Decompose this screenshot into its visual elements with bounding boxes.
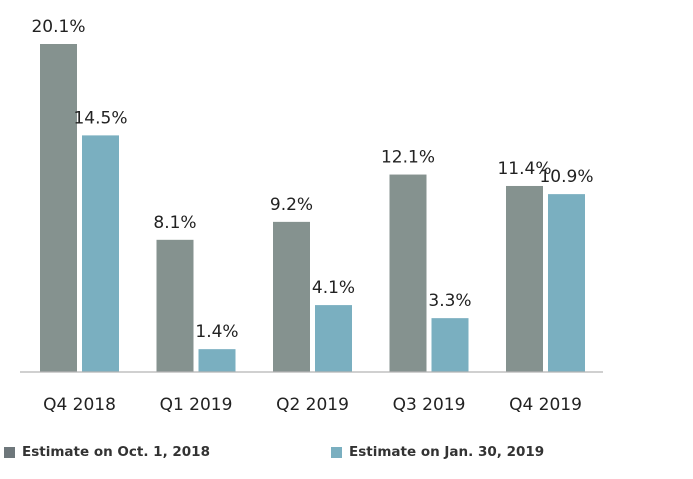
value-labels-group: 20.1% 14.5% 8.1% 1.4% 9.2% 4.1% 12.1% 3.3% 11.4%…: [31, 17, 593, 342]
legend-item-jan: Estimate on Jan. 30, 2019: [331, 441, 544, 463]
value-label-jan-1: 1.4%: [195, 322, 238, 342]
bar-oct-0: [40, 44, 77, 372]
category-label-3: Q3 2019: [393, 395, 466, 415]
bar-jan-1: [198, 349, 236, 372]
category-label-0: Q4 2018: [43, 395, 116, 415]
bar-oct-2: [273, 221, 310, 372]
legend-item-oct: Estimate on Oct. 1, 2018: [4, 441, 210, 463]
bars-group: [40, 44, 585, 372]
bar-jan-4: [548, 194, 585, 372]
bar-jan-3: [431, 318, 469, 372]
category-labels-group: Q4 2018 Q1 2019 Q2 2019 Q3 2019 Q4 2019: [43, 395, 582, 415]
value-label-oct-4: 11.4%: [497, 159, 551, 179]
category-label-4: Q4 2019: [509, 395, 582, 415]
value-label-oct-0: 20.1%: [31, 17, 85, 37]
bar-jan-0: [82, 135, 119, 372]
category-label-1: Q1 2019: [160, 395, 233, 415]
bar-jan-2: [315, 305, 352, 372]
bar-oct-4: [506, 185, 543, 372]
bar-oct-1: [156, 239, 194, 372]
value-label-oct-2: 9.2%: [270, 195, 313, 215]
value-label-jan-4: 10.9%: [539, 167, 593, 187]
bar-oct-3: [389, 174, 427, 372]
legend-swatch-jan: [331, 446, 342, 458]
category-label-2: Q2 2019: [276, 395, 349, 415]
value-label-jan-0: 14.5%: [73, 108, 127, 128]
legend-label-oct: Estimate on Oct. 1, 2018: [22, 444, 210, 460]
legend-label-jan: Estimate on Jan. 30, 2019: [349, 444, 545, 460]
value-label-oct-3: 12.1%: [381, 148, 435, 168]
legend-swatch-oct: [4, 446, 15, 458]
value-label-jan-2: 4.1%: [312, 278, 355, 298]
value-label-oct-1: 8.1%: [153, 213, 196, 233]
value-label-jan-3: 3.3%: [428, 291, 471, 311]
